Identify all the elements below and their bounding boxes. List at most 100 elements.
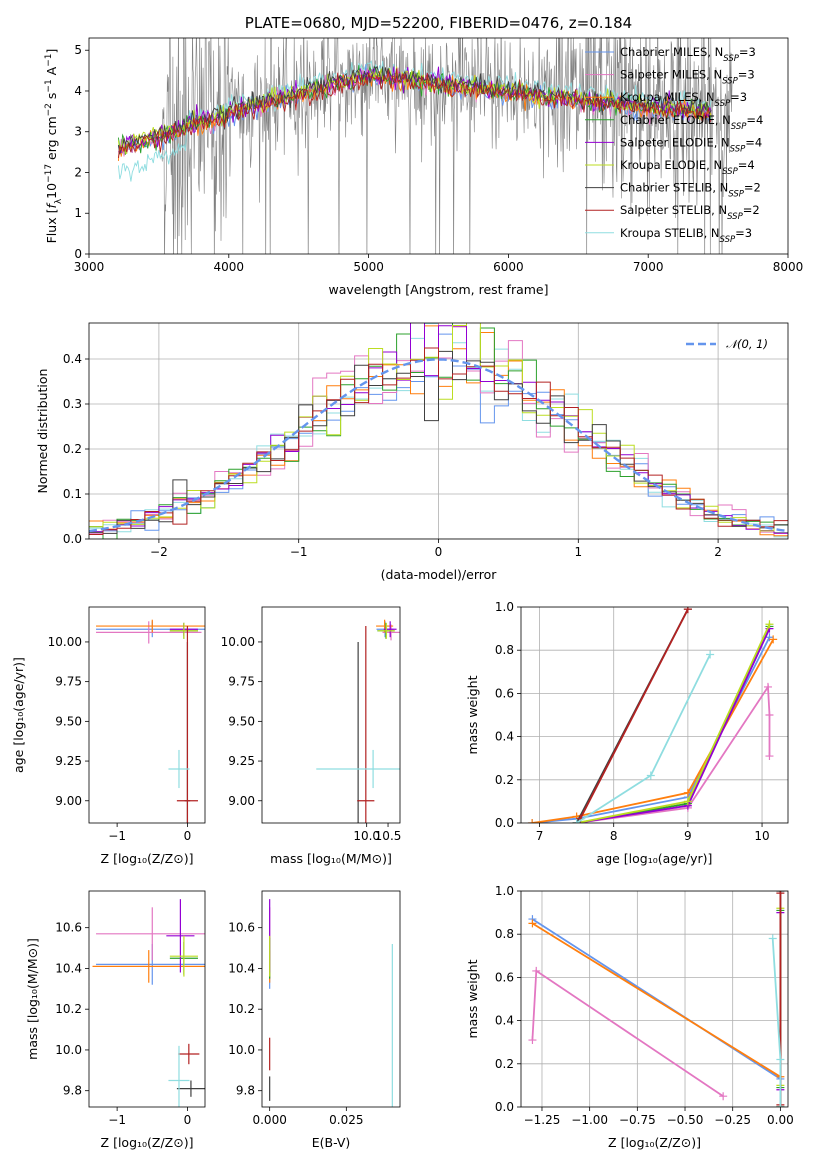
weight-marker (528, 919, 537, 928)
legend-entry: Salpeter MILES, NSSP=3 (620, 68, 755, 87)
y-tick-label: 9.50 (228, 714, 255, 728)
y-tick-label: 10.2 (55, 1002, 82, 1016)
x-axis-label: wavelength [Angstrom, rest frame] (328, 282, 548, 297)
x-tick-label: 0.025 (329, 1113, 363, 1127)
errorbar-point (316, 749, 400, 789)
legend-entry: Kroupa ELODIE, NSSP=4 (620, 158, 755, 177)
weight-marker (719, 1092, 728, 1101)
legend-entry: Chabrier STELIB, NSSP=2 (620, 181, 761, 200)
weight-marker (768, 934, 777, 943)
x-tick-label: 0 (184, 829, 192, 843)
weight-series (531, 638, 774, 823)
plot-area (92, 899, 205, 1107)
x-tick-label: −2 (150, 545, 168, 559)
weight-marker (776, 1055, 785, 1064)
weight-marker (769, 635, 778, 644)
axes-frame (520, 606, 789, 824)
errorbar-point (92, 950, 205, 983)
legend-entry: Chabrier ELODIE, NSSP=4 (620, 113, 763, 132)
errorbar-point (357, 626, 375, 823)
y-tick-label: 0.2 (495, 1057, 514, 1071)
y-tick-label: 9.75 (55, 675, 82, 689)
weight-marker (683, 607, 692, 614)
weight-marker (683, 797, 692, 806)
y-tick-label: 0.0 (495, 1100, 514, 1114)
errorbar-point (178, 1043, 200, 1065)
panel-mass_vs_ebv: 0.000 0.025 9.8 10.0 10.2 10.4 10.6 E(B-V) (228, 890, 401, 1150)
y-tick-label: 0.0 (495, 816, 514, 830)
y-tick-label: 0.6 (495, 970, 514, 984)
errorbar-point (169, 622, 198, 639)
errorbar-point (176, 626, 198, 823)
x-tick-label: −1 (290, 545, 308, 559)
x-axis-label: E(B-V) (312, 1135, 351, 1150)
legend-entry: Salpeter ELODIE, NSSP=4 (620, 135, 762, 154)
y-tick-label: 9.25 (55, 754, 82, 768)
y-axis-label: age [log₁₀(age/yr)] (11, 657, 26, 773)
y-tick-label: 0.3 (63, 397, 82, 411)
plot-area (316, 619, 400, 823)
axes-frame (88, 322, 789, 540)
legend-entry: Kroupa STELIB, NSSP=3 (620, 226, 752, 245)
y-tick-label: 0.0 (63, 532, 82, 546)
y-tick-label: 1.0 (495, 884, 514, 898)
panel-age_vs_z: −1 0 9.00 9.25 9.50 9.75 10.00 Z [log₁₀(Z/Z⊙)] a… (11, 606, 206, 866)
gaussian-curve (89, 358, 786, 533)
x-tick-label: −1.00 (571, 1113, 608, 1127)
legend-entry: 𝒩(0, 1) (726, 337, 768, 351)
y-tick-label: 10.00 (221, 635, 255, 649)
residual-histogram (89, 347, 788, 535)
legend: 𝒩(0, 1) (686, 337, 768, 351)
y-tick-label: 0.4 (63, 352, 82, 366)
x-axis-label: age [log₁₀(age/yr)] (597, 851, 713, 866)
panel-mass_vs_z: −1 0 9.8 10.0 10.2 10.4 10.6 Z [log₁₀(Z/Z⊙)] mas… (25, 890, 206, 1150)
chart-title: PLATE=0680, MJD=52200, FIBERID=0476, z=0… (245, 14, 632, 32)
panel-residuals: −2 −1 0 1 2 0.0 0.1 0.2 0.3 0.4 (data-model)/error… (35, 322, 789, 582)
weight-series (576, 626, 771, 823)
weight-marker (683, 788, 692, 797)
weight-series (579, 608, 689, 820)
x-tick-label: 7 (536, 829, 544, 843)
x-tick-label: −1 (108, 1113, 126, 1127)
axes-frame (261, 890, 401, 1108)
y-tick-label: 9.25 (228, 754, 255, 768)
x-tick-label: 8 (610, 829, 618, 843)
axes-frame (88, 37, 789, 255)
legend: Chabrier MILES, NSSP=3 Salpeter MILES, NS… (585, 45, 763, 245)
x-tick-label: 9 (684, 829, 692, 843)
y-tick-label: 10.6 (55, 921, 82, 935)
y-axis-label: mass weight (465, 675, 480, 754)
errorbar-point (96, 621, 202, 644)
y-tick-label: 0.2 (495, 773, 514, 787)
weight-series (531, 969, 724, 1097)
y-tick-label: 10.4 (55, 961, 82, 975)
errorbar-point (169, 935, 198, 977)
x-tick-label: −1.25 (524, 1113, 561, 1127)
plot-area (269, 899, 393, 1107)
y-tick-label: 10.4 (228, 961, 255, 975)
y-tick-label: 9.00 (55, 794, 82, 808)
x-tick-label: 0.00 (767, 1113, 794, 1127)
legend-entry: Kroupa MILES, NSSP=3 (620, 90, 747, 109)
y-tick-label: 9.8 (63, 1084, 82, 1098)
x-axis-label: Z [log₁₀(Z/Z⊙)] (608, 1135, 701, 1150)
weight-series (576, 623, 771, 823)
x-tick-label: 10.5 (375, 829, 402, 843)
weight-series (771, 938, 782, 1107)
y-tick-label: 4 (74, 84, 82, 98)
y-tick-label: 0.8 (495, 927, 514, 941)
plot-area (117, 38, 733, 254)
errorbar-point (168, 1045, 190, 1107)
axes-frame (88, 890, 206, 1108)
weight-marker (532, 966, 541, 975)
weight-marker (765, 711, 774, 719)
y-tick-label: 10.00 (48, 635, 82, 649)
axes-frame (88, 606, 206, 824)
y-tick-label: 10.2 (228, 1002, 255, 1016)
panel-massweight_vs_z: −1.25 −1.00 −0.75 −0.50 −0.25 0.00 0.0 0.2 0.4 0.… (465, 884, 794, 1150)
weight-marker (706, 650, 715, 659)
x-axis-label: Z [log₁₀(Z/Z⊙)] (101, 851, 194, 866)
y-tick-label: 0.2 (63, 442, 82, 456)
y-tick-label: 10.0 (228, 1043, 255, 1057)
